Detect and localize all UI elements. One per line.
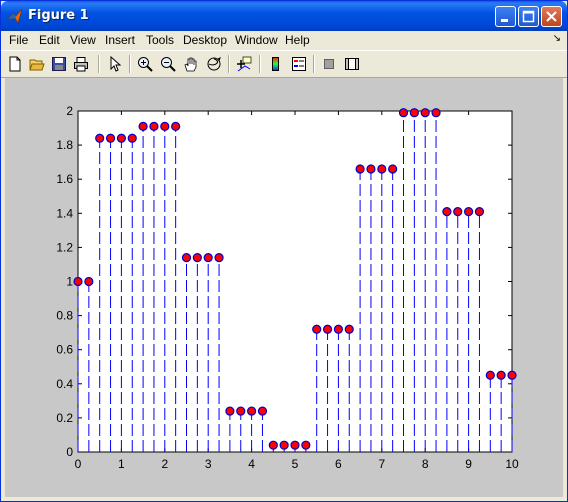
show-plot-tools-icon[interactable] [342,54,362,74]
stem-marker[interactable] [171,121,181,131]
dock-arrow-icon[interactable]: ↘ [552,33,561,44]
menu-bar: File Edit View Insert Tools Desktop Wind… [1,31,567,49]
y-tick-label: 0 [66,445,73,459]
menu-tools[interactable]: Tools [146,33,175,47]
stem-marker[interactable] [366,164,376,174]
stem-marker[interactable] [138,121,148,131]
stem-marker[interactable] [344,324,354,334]
stem-marker[interactable] [388,164,398,174]
x-tick-label: 0 [75,457,82,471]
stem-marker[interactable] [116,133,127,143]
stem-marker[interactable] [496,370,506,380]
legend-icon[interactable] [289,54,309,74]
stem-marker[interactable] [464,206,474,217]
menu-insert[interactable]: Insert [105,33,136,47]
x-tick-label: 4 [248,457,255,471]
stem-marker[interactable] [105,133,116,143]
print-icon[interactable] [71,54,91,74]
new-figure-icon[interactable] [5,54,25,74]
menu-edit[interactable]: Edit [39,33,60,47]
stem-marker[interactable] [485,370,495,380]
y-tick-label: 1.6 [56,172,73,186]
stem-marker[interactable] [203,253,213,263]
x-tick-label: 10 [505,457,519,471]
save-icon[interactable] [49,54,69,74]
stem-marker[interactable] [192,253,202,263]
stem-marker[interactable] [442,206,452,217]
stem-marker[interactable] [160,121,170,131]
matlab-icon [7,8,23,24]
x-tick-label: 3 [205,457,212,471]
stem-marker[interactable] [279,440,289,450]
stem-marker[interactable] [377,164,387,174]
figure-toolbar [1,50,567,78]
stem-marker[interactable] [73,276,83,287]
stem-marker[interactable] [127,133,137,143]
stem-marker[interactable] [290,440,300,450]
stem-marker[interactable] [312,324,322,334]
stem-marker[interactable] [322,324,333,334]
menu-help[interactable]: Help [285,33,310,47]
menu-file[interactable]: File [9,33,29,47]
axes-area[interactable] [77,110,513,453]
y-tick-label: 1.4 [56,206,73,220]
menu-desktop[interactable]: Desktop [183,33,228,47]
y-tick-label: 0.6 [56,343,73,357]
x-tick-label: 9 [465,457,472,471]
x-tick-label: 2 [161,457,168,471]
y-tick-label: 0.4 [56,377,73,391]
stem-marker[interactable] [431,108,441,118]
colorbar-icon[interactable] [266,54,286,74]
maximize-button[interactable] [518,6,539,27]
x-tick-label: 5 [292,457,299,471]
menu-view[interactable]: View [70,33,96,47]
stem-marker[interactable] [474,206,485,217]
stem-plot[interactable]: 0 1 2 3 4 5 6 7 8 9 10 0 0.2 0.4 0.6 0.8 1 1.2 1.4 1.6 1.8 2 [5,78,563,497]
y-tick-label: 1.2 [56,240,73,254]
x-tick-label: 6 [335,457,342,471]
stem-marker[interactable] [507,370,517,380]
stem-marker[interactable] [225,406,235,416]
x-tick-label: 8 [422,457,429,471]
stem-marker[interactable] [409,108,419,118]
menu-window[interactable]: Window [235,33,278,47]
stem-marker[interactable] [95,133,105,143]
title-bar[interactable]: Figure 1 [1,1,567,31]
window-title: Figure 1 [28,8,89,23]
y-tick-label: 2 [66,104,73,118]
close-button[interactable] [541,6,562,27]
x-tick-label: 1 [118,457,125,471]
stem-marker[interactable] [301,440,311,450]
stem-marker[interactable] [149,121,159,131]
stem-marker[interactable] [214,253,224,263]
stem-marker[interactable] [247,406,257,416]
pan-icon[interactable] [181,54,201,74]
y-tick-label: 0.8 [56,309,73,323]
zoom-in-icon[interactable] [135,54,155,74]
hide-plot-tools-icon[interactable] [319,54,339,74]
stem-marker[interactable] [84,276,94,287]
data-cursor-icon[interactable] [234,54,254,74]
stem-marker[interactable] [236,406,246,416]
stem-marker[interactable] [268,440,278,450]
stem-marker[interactable] [453,206,463,217]
stem-marker[interactable] [181,253,192,263]
y-tick-label: 1.8 [56,138,73,152]
figure-canvas: 0 1 2 3 4 5 6 7 8 9 10 0 0.2 0.4 0.6 0.8 1 1.2 1.4 1.6 1.8 2 [5,78,563,497]
rotate-3d-icon[interactable] [204,54,224,74]
stem-marker[interactable] [398,108,409,118]
zoom-out-icon[interactable] [158,54,178,74]
open-file-icon[interactable] [27,54,47,74]
stem-marker[interactable] [333,324,343,334]
x-tick-label: 7 [378,457,385,471]
stem-marker[interactable] [355,164,365,174]
pointer-icon[interactable] [105,54,125,74]
y-tick-label: 1 [66,275,73,289]
stem-marker[interactable] [420,108,430,118]
stem-marker[interactable] [257,406,268,416]
minimize-button[interactable] [495,6,516,27]
y-tick-label: 0.2 [56,411,73,425]
